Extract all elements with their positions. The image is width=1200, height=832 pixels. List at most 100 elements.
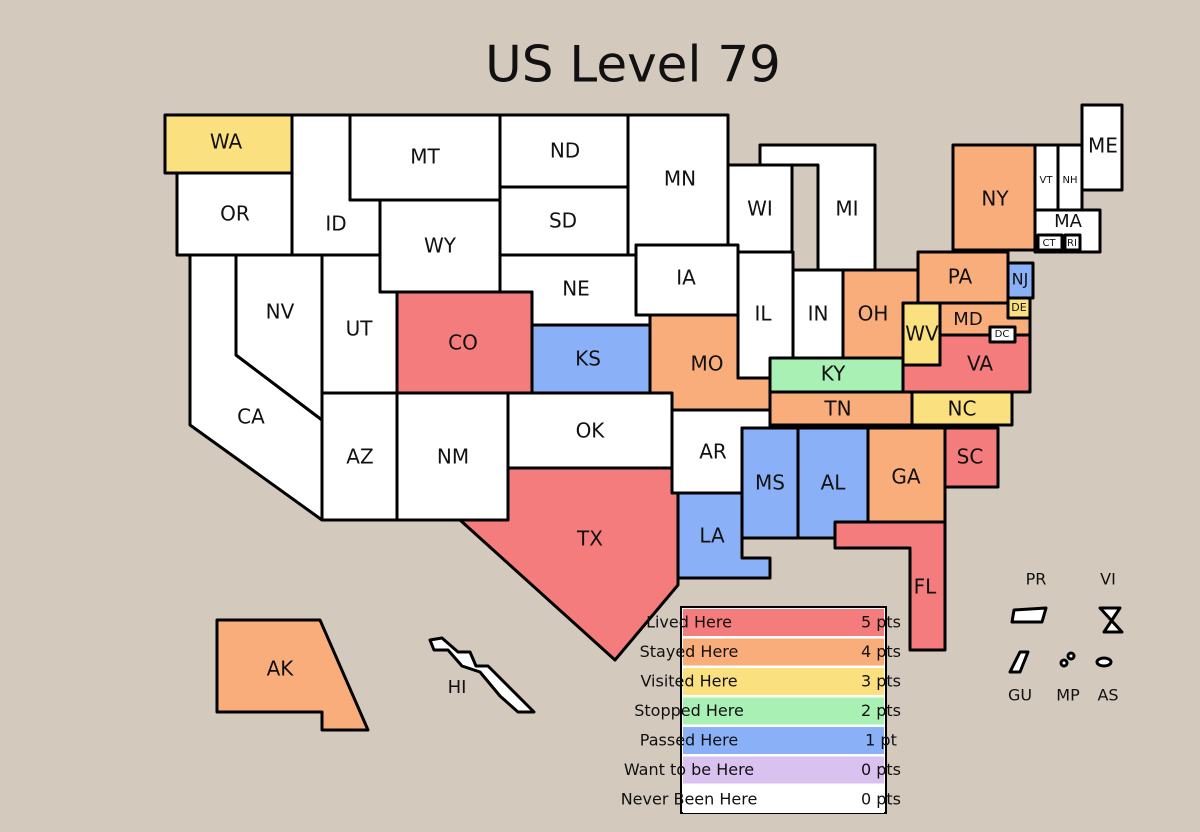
state-label: MD xyxy=(953,309,982,330)
state-label: AL xyxy=(821,471,847,495)
state: FL xyxy=(833,520,947,652)
state: ND xyxy=(498,113,630,189)
state: TN xyxy=(768,390,914,427)
legend-swatch xyxy=(683,697,884,725)
legend-swatch xyxy=(683,786,884,813)
state-label: PA xyxy=(948,265,973,289)
state: MS xyxy=(740,426,800,540)
state-label: AR xyxy=(699,440,727,464)
state: MT xyxy=(348,113,502,202)
territory-shape xyxy=(1098,606,1124,634)
state-shape xyxy=(1036,233,1064,252)
state: CT xyxy=(1036,233,1064,252)
state-label: VT xyxy=(1040,175,1054,186)
state-label: DE xyxy=(1011,301,1026,314)
territory-shape xyxy=(1059,658,1069,668)
state-label: AK xyxy=(267,657,295,681)
state: DC xyxy=(988,325,1017,344)
state-label: KY xyxy=(821,362,846,386)
state: OR xyxy=(175,171,294,257)
legend-points: 2 pts xyxy=(861,701,901,720)
state-shape xyxy=(1006,296,1032,320)
state: KY xyxy=(768,356,905,394)
state-label: UT xyxy=(346,317,374,341)
state: IN xyxy=(791,268,845,360)
state-label: KS xyxy=(575,347,601,371)
state: NH xyxy=(1056,143,1084,212)
legend-label: Visited Here xyxy=(640,672,737,691)
state-shape xyxy=(1080,103,1124,192)
state: AK xyxy=(215,618,370,732)
state-label: WY xyxy=(424,234,457,258)
state-label: IA xyxy=(676,266,696,290)
state: NY xyxy=(951,143,1037,252)
state-label: MT xyxy=(410,145,440,169)
legend-label: Stopped Here xyxy=(634,701,744,720)
state: KS xyxy=(530,323,652,395)
state-label: TX xyxy=(576,527,603,551)
state-label: NC xyxy=(948,397,977,421)
state-label: AZ xyxy=(346,445,373,469)
state-label: ND xyxy=(550,139,580,163)
state-label: LA xyxy=(699,524,725,548)
state-shape xyxy=(215,618,370,732)
territory-labels: PR VI GU MP AS xyxy=(1008,570,1119,705)
territory-shape xyxy=(1010,606,1048,624)
legend-label: Passed Here xyxy=(640,731,738,750)
states: WA OR ID MT ND SD WY MN WI MI NE IA CA NV UT CO KS MO IL IN… xyxy=(163,103,1124,732)
state-label: ID xyxy=(325,212,346,236)
legend-label: Lived Here xyxy=(646,613,732,632)
state-shape xyxy=(988,325,1017,344)
state-label: TN xyxy=(823,397,851,421)
legend: Lived Here 5 pts Stayed Here 4 pts Visited H… xyxy=(621,606,901,814)
state-label: NM xyxy=(437,445,469,469)
legend-points: 5 pts xyxy=(861,613,901,632)
state-shape xyxy=(428,636,536,714)
legend-label: Stayed Here xyxy=(640,642,739,661)
territory-shapes xyxy=(1008,606,1124,674)
state-label: MI xyxy=(835,197,858,221)
state-label: CA xyxy=(237,405,265,429)
state-shape xyxy=(1006,261,1035,300)
state-label: NJ xyxy=(1012,270,1029,289)
state-label: CO xyxy=(448,331,478,355)
state-label: GA xyxy=(891,465,920,489)
state-label: SD xyxy=(549,209,577,233)
state-shape xyxy=(833,520,947,652)
state: CO xyxy=(395,290,534,395)
state: SD xyxy=(498,185,630,257)
state: GA xyxy=(866,426,947,524)
state-label: NH xyxy=(1063,175,1078,186)
legend-label: Want to be Here xyxy=(624,760,754,779)
legend-swatch xyxy=(683,638,884,666)
state-label: MS xyxy=(755,471,785,495)
state: PA xyxy=(916,250,1010,305)
state-label: NV xyxy=(266,300,295,324)
state-label: CT xyxy=(1042,238,1056,249)
territory-shape xyxy=(1008,650,1030,674)
state-label: NE xyxy=(562,277,590,301)
state-label: WV xyxy=(905,322,939,346)
state-label: NY xyxy=(981,187,1009,211)
state-label: SC xyxy=(957,445,984,469)
territory-shape xyxy=(1095,656,1113,668)
legend-points: 0 pts xyxy=(861,760,901,779)
state: ME xyxy=(1080,103,1124,192)
legend-label: Never Been Here xyxy=(621,790,758,809)
state-label: OR xyxy=(220,202,250,226)
state-shape xyxy=(943,426,1000,489)
state-label: MA xyxy=(1054,211,1083,232)
state-label: OH xyxy=(858,302,889,326)
state: NC xyxy=(910,390,1014,427)
territory-label: PR xyxy=(1026,570,1047,589)
state-label: MO xyxy=(691,352,724,376)
state-label: DC xyxy=(995,329,1010,340)
territory-label: AS xyxy=(1097,686,1118,705)
state-label: MN xyxy=(664,167,696,191)
legend-points: 1 pt xyxy=(865,731,897,750)
state-label: IN xyxy=(808,302,829,326)
state: MN xyxy=(626,113,730,257)
state: RI xyxy=(1063,233,1082,252)
state: NJ xyxy=(1006,261,1035,300)
state: OK xyxy=(506,391,674,470)
